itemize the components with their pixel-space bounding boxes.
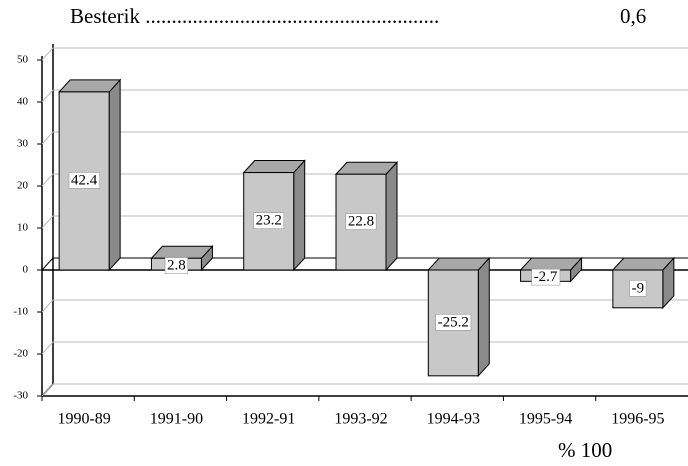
data-label: -25.2 xyxy=(438,314,469,330)
data-label-box xyxy=(345,213,377,230)
bar-top xyxy=(334,161,399,175)
data-label-box xyxy=(531,268,561,286)
data-label-box xyxy=(68,172,101,189)
grid-diagonal xyxy=(41,257,54,271)
header-label: Besterik ...............................… xyxy=(70,4,439,28)
x-tick-label: 1992-91 xyxy=(242,411,295,428)
bar-top xyxy=(150,245,214,259)
bar-top xyxy=(427,257,491,271)
y-tick-label: -10 xyxy=(13,306,28,318)
y-tick-label: 20 xyxy=(17,180,29,192)
grid-diagonal xyxy=(41,299,54,313)
grid-diagonal xyxy=(41,47,54,61)
data-label-box xyxy=(435,314,472,331)
y-tick-label: 10 xyxy=(17,222,29,234)
y-tick-label: 30 xyxy=(17,138,29,150)
x-tick-label: 1993-92 xyxy=(334,411,387,428)
bar-top xyxy=(242,160,306,174)
y-tick-label: -30 xyxy=(13,390,28,402)
bar-top xyxy=(58,79,122,93)
data-label: -2.7 xyxy=(534,269,558,285)
bar-side xyxy=(385,160,398,272)
grid-diagonal xyxy=(41,341,54,355)
data-label-box xyxy=(629,280,647,297)
data-label: 22.8 xyxy=(348,214,374,230)
x-tick-label: 1996-95 xyxy=(611,411,664,428)
y-tick-label: 40 xyxy=(17,96,29,108)
x-tick-label: 1991-90 xyxy=(150,411,203,428)
data-label: 2.8 xyxy=(167,258,186,274)
grid-diagonal xyxy=(41,383,54,397)
y-tick-label: 50 xyxy=(17,54,29,66)
grid-diagonal xyxy=(41,131,54,145)
grid-diagonal xyxy=(41,89,54,103)
x-tick-label: 1995-94 xyxy=(519,411,572,428)
data-label: 42.4 xyxy=(71,172,98,188)
bar-side xyxy=(108,78,121,272)
grid-diagonal xyxy=(41,173,54,187)
y-tick-label: 0 xyxy=(23,264,29,276)
data-label: -9 xyxy=(632,280,645,296)
bar-top xyxy=(611,257,675,271)
y-tick-label: -20 xyxy=(13,348,28,360)
x-tick-label: 1990-89 xyxy=(57,411,110,428)
data-label-box xyxy=(164,257,189,274)
x-tick-label: 1994-93 xyxy=(427,411,480,428)
bar-side xyxy=(293,159,306,272)
data-label-box xyxy=(253,212,285,229)
header-value: 0,6 xyxy=(620,4,646,28)
bar-side xyxy=(477,256,490,378)
footer-note: % 100 xyxy=(558,438,612,462)
data-label: 23.2 xyxy=(256,213,282,229)
grid-diagonal xyxy=(41,215,54,229)
